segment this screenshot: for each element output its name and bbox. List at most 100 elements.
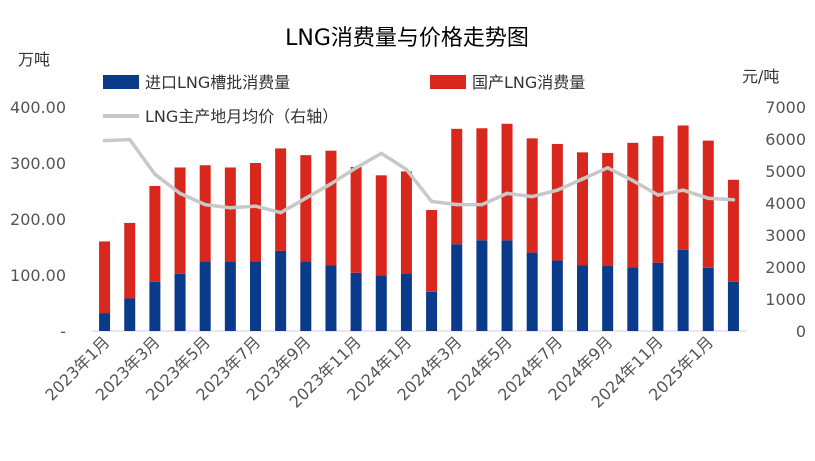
legend-label-price: LNG主产地月均价（右轴） — [145, 107, 338, 126]
legend-swatch-import — [103, 75, 139, 89]
price-point — [706, 196, 711, 200]
bar-import — [99, 313, 111, 331]
bar-import — [727, 281, 739, 331]
left-tick-label: 300.00 — [10, 154, 66, 173]
right-tick-label: 2000 — [765, 258, 806, 277]
price-point — [354, 166, 358, 170]
bar-import — [426, 291, 438, 331]
price-point — [731, 198, 736, 202]
left-tick-label: 100.00 — [10, 266, 66, 285]
right-tick-label: 5000 — [765, 162, 806, 181]
bar-domestic — [99, 241, 111, 314]
bar-import — [551, 260, 563, 331]
bar-import — [526, 252, 538, 331]
bar-domestic — [476, 128, 488, 241]
bar-import — [602, 266, 614, 331]
bar-domestic — [325, 150, 337, 266]
right-tick-label: 7000 — [765, 98, 806, 117]
bar-import — [124, 298, 136, 331]
price-point — [681, 188, 685, 192]
price-point — [656, 193, 660, 197]
bar-import — [400, 273, 412, 331]
right-axis-unit: 元/吨 — [742, 67, 779, 86]
price-point — [253, 204, 258, 208]
bar-import — [702, 267, 714, 331]
price-point — [605, 166, 610, 170]
bar-domestic — [300, 155, 312, 262]
bar-domestic — [124, 222, 136, 299]
price-line — [104, 137, 734, 215]
right-tick-label: 0 — [796, 322, 806, 341]
bar-domestic — [149, 185, 161, 282]
left-tick-label: 400.00 — [10, 98, 66, 117]
bar-import — [325, 265, 337, 331]
price-point — [153, 172, 157, 176]
price-line-series — [102, 137, 736, 215]
price-point — [631, 178, 635, 183]
price-point — [505, 191, 509, 196]
bar-import — [250, 261, 261, 331]
bar-import — [501, 240, 513, 331]
bar-import — [577, 265, 588, 331]
bar-import — [300, 261, 312, 331]
price-point — [580, 177, 585, 181]
right-tick-label: 1000 — [765, 290, 806, 309]
legend-label-domestic: 国产LNG消费量 — [472, 73, 585, 92]
bar-import — [174, 273, 186, 331]
bar-import — [375, 275, 387, 331]
bar-import — [199, 261, 211, 331]
left-axis: - 100.00 200.00 300.00 400.00 — [10, 98, 66, 341]
bar-domestic — [677, 125, 689, 250]
price-point — [278, 210, 283, 215]
bar-domestic — [727, 179, 739, 282]
bar-domestic — [350, 166, 362, 273]
right-tick-label: 6000 — [765, 130, 806, 149]
bar-import — [627, 267, 639, 331]
bar-domestic — [577, 152, 588, 266]
bar-domestic — [627, 142, 639, 268]
price-point — [228, 206, 233, 210]
legend-label-import: 进口LNG槽批消费量 — [145, 73, 290, 92]
left-tick-label: 200.00 — [10, 210, 66, 229]
bar-domestic — [375, 175, 387, 276]
right-tick-label: 4000 — [765, 194, 806, 213]
legend-swatch-domestic — [430, 75, 466, 89]
price-point — [379, 151, 384, 156]
bar-domestic — [199, 165, 211, 262]
bar-domestic — [702, 140, 714, 268]
price-point — [203, 202, 207, 207]
x-axis: 2023年1月2023年3月2023年5月2023年7月2023年9月2023年… — [41, 332, 717, 411]
bar-import — [476, 240, 488, 331]
left-tick-label: - — [60, 322, 66, 341]
bar-domestic — [224, 167, 236, 262]
bar-series — [99, 123, 739, 331]
bar-import — [275, 250, 287, 331]
price-point — [429, 199, 434, 204]
bar-domestic — [400, 171, 412, 274]
bar-import — [224, 261, 236, 331]
legend: 进口LNG槽批消费量 国产LNG消费量 LNG主产地月均价（右轴） — [103, 73, 585, 126]
price-point — [178, 191, 182, 196]
price-point — [454, 202, 459, 207]
bar-domestic — [451, 128, 463, 245]
bar-domestic — [174, 167, 186, 274]
bar-domestic — [250, 163, 261, 262]
bar-domestic — [602, 152, 614, 267]
bar-domestic — [652, 136, 664, 263]
price-point — [304, 196, 308, 200]
right-axis: 0 1000 2000 3000 4000 5000 6000 7000 — [765, 98, 806, 341]
bar-import — [149, 281, 161, 331]
chart-title: LNG消费量与价格走势图 — [285, 26, 529, 51]
bar-import — [652, 262, 664, 331]
price-point — [555, 188, 560, 192]
price-point — [404, 167, 409, 172]
bar-import — [677, 249, 689, 331]
price-point — [127, 137, 132, 142]
bar-domestic — [501, 123, 513, 241]
price-point — [102, 138, 107, 143]
bar-domestic — [275, 148, 287, 251]
left-axis-unit: 万吨 — [18, 50, 50, 69]
right-tick-label: 3000 — [765, 226, 806, 245]
bar-domestic — [551, 143, 563, 261]
